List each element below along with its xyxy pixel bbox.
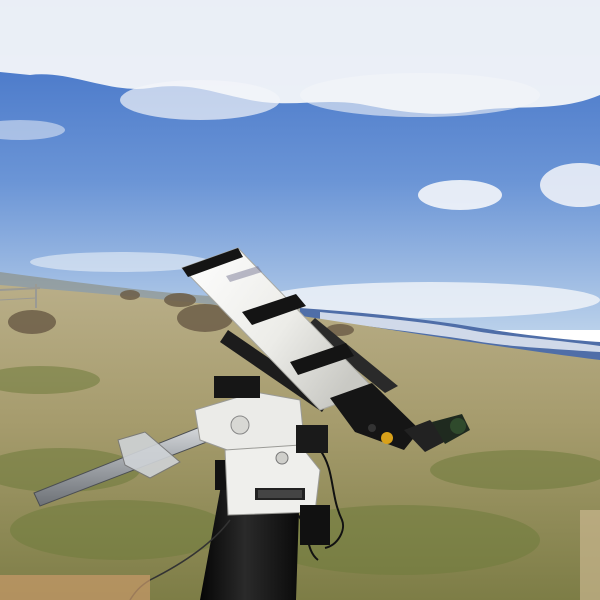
clouds <box>0 0 600 210</box>
fence <box>0 284 41 308</box>
equatorial-mount <box>194 376 330 545</box>
telescope-tube <box>181 247 376 411</box>
focuser-eyepiece <box>330 383 470 452</box>
counterweight-bar <box>33 424 213 507</box>
shrubs <box>8 290 354 336</box>
edge-artifacts <box>0 510 600 600</box>
